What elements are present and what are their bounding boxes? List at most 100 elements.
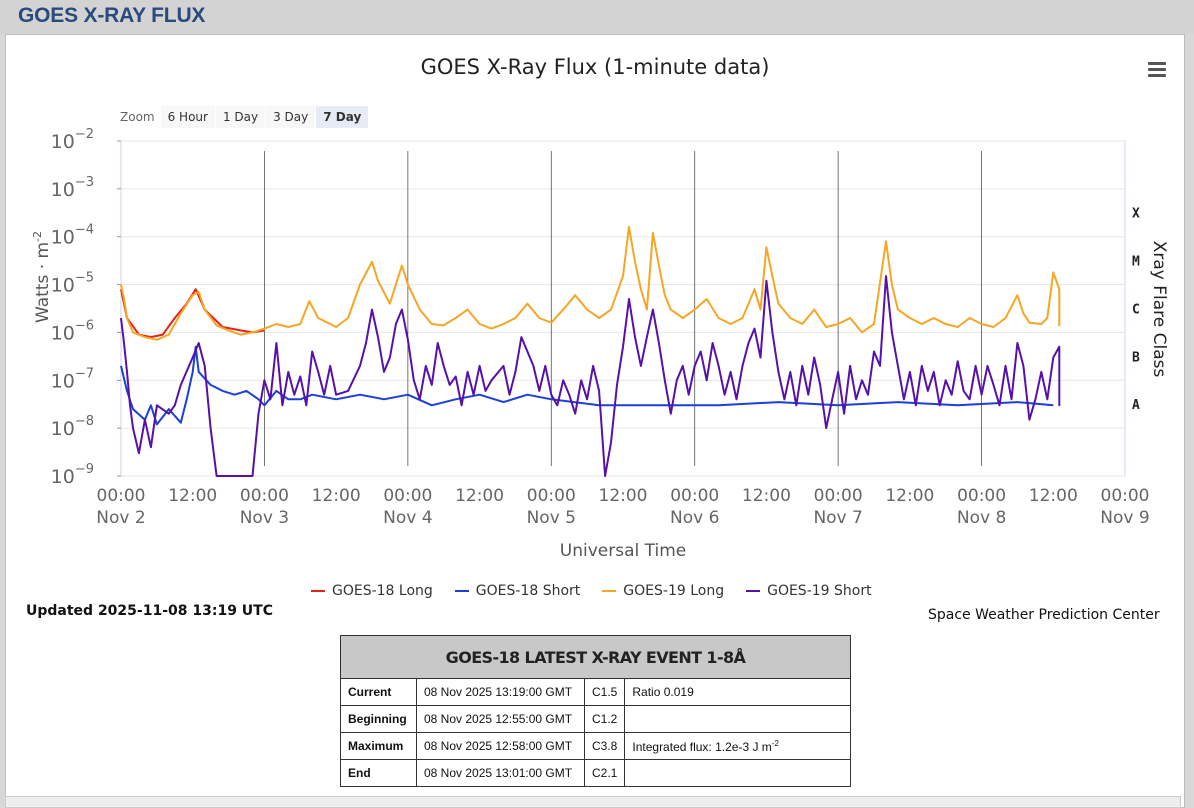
legend-label: GOES-18 Long	[332, 583, 433, 599]
event-extra	[624, 759, 851, 787]
x-tick-date: Nov 2	[96, 508, 145, 528]
legend-swatch	[311, 590, 325, 592]
event-extra: Ratio 0.019	[624, 678, 851, 706]
x-tick-time: 12:00	[312, 486, 361, 506]
zoom-controls: Zoom 6 Hour 1 Day 3 Day 7 Day	[120, 105, 369, 129]
flare-class-label: M	[1132, 255, 1140, 270]
x-tick-time: 12:00	[1029, 486, 1078, 506]
y-tick-label: 10−3	[51, 175, 94, 201]
legend-swatch	[602, 590, 617, 592]
flare-class-label: B	[1132, 350, 1140, 365]
x-tick-time: 12:00	[455, 486, 504, 506]
zoom-7-day-button[interactable]: 7 Day	[316, 106, 369, 128]
table-row: Maximum 08 Nov 2025 12:58:00 GMT C3.8 In…	[340, 732, 851, 760]
legend-label: GOES-19 Short	[767, 583, 872, 599]
menu-bar-icon	[1148, 68, 1166, 71]
x-tick-time: 00:00	[240, 486, 289, 506]
x-tick-time: 00:00	[957, 486, 1006, 506]
plot-area	[120, 140, 1126, 477]
x-tick-date: Nov 6	[670, 508, 719, 528]
table-row: Beginning 08 Nov 2025 12:55:00 GMT C1.2	[340, 705, 851, 733]
y-tick-label: 10−4	[51, 223, 94, 249]
y-tick-label: 10−9	[51, 462, 94, 488]
chart-title: GOES X-Ray Flux (1-minute data)	[421, 55, 770, 79]
y-tick-label: 10−5	[51, 271, 94, 297]
event-extra	[624, 705, 851, 733]
table-row: End 08 Nov 2025 13:01:00 GMT C2.1	[340, 759, 851, 787]
legend-item-goes19-short[interactable]: GOES-19 Short	[746, 583, 872, 599]
x-tick-date: Nov 9	[1100, 508, 1149, 528]
legend-item-goes18-short[interactable]: GOES-18 Short	[454, 583, 581, 599]
chart-menu-button[interactable]	[1146, 59, 1168, 81]
integrated-flux-exponent: -2	[771, 738, 779, 748]
event-class: C1.5	[583, 678, 626, 706]
y-tick-label: 10−2	[51, 127, 94, 153]
chart-legend: GOES-18 Long GOES-18 Short GOES-19 Long …	[311, 583, 894, 599]
x-tick-time: 00:00	[814, 486, 863, 506]
grid	[120, 140, 1126, 477]
event-class: C2.1	[583, 759, 626, 787]
x-tick-time: 00:00	[97, 486, 146, 506]
y-axis-right-label: Xray Flare Class	[1149, 241, 1169, 378]
legend-swatch	[746, 590, 761, 592]
event-table-title: GOES-18 LATEST X-RAY EVENT 1-8Å	[340, 635, 851, 679]
event-class: C3.8	[583, 732, 626, 760]
zoom-3-day-button[interactable]: 3 Day	[266, 106, 316, 128]
zoom-1-day-button[interactable]: 1 Day	[215, 106, 266, 128]
x-tick-time: 00:00	[383, 486, 432, 506]
y-tick-label: 10−8	[51, 414, 94, 440]
x-tick-date: Nov 7	[813, 508, 862, 528]
event-class: C1.2	[583, 705, 626, 733]
x-tick-date: Nov 3	[240, 508, 289, 528]
series-line-2	[120, 225, 1061, 341]
flare-class-label: C	[1132, 302, 1140, 317]
series-group	[120, 225, 1061, 477]
x-axis-label: Universal Time	[560, 541, 686, 561]
event-time: 08 Nov 2025 13:19:00 GMT	[416, 678, 585, 706]
x-tick-time: 12:00	[885, 486, 934, 506]
table-row: Current 08 Nov 2025 13:19:00 GMT C1.5 Ra…	[340, 678, 851, 706]
credit-text: Space Weather Prediction Center	[928, 607, 1160, 623]
menu-bar-icon	[1148, 62, 1166, 65]
legend-swatch	[454, 590, 469, 592]
page-header: GOES X-RAY FLUX	[0, 0, 1194, 34]
zoom-label: Zoom	[120, 110, 155, 124]
x-tick-time: 00:00	[527, 486, 576, 506]
y-axis-label: Watts · m-2	[31, 231, 53, 323]
x-tick-time: 00:00	[670, 486, 719, 506]
bottom-scrollbar[interactable]	[5, 796, 1181, 808]
x-tick-time: 12:00	[168, 486, 217, 506]
x-tick-time: 12:00	[742, 486, 791, 506]
legend-item-goes19-long[interactable]: GOES-19 Long	[602, 583, 724, 599]
page-title: GOES X-RAY FLUX	[18, 4, 206, 27]
flare-class-label: A	[1132, 398, 1140, 413]
integrated-flux-text: Integrated flux: 1.2e-3 J m	[632, 739, 772, 754]
event-time: 08 Nov 2025 13:01:00 GMT	[416, 759, 585, 787]
legend-label: GOES-19 Long	[623, 583, 725, 599]
legend-item-goes18-long[interactable]: GOES-18 Long	[311, 583, 433, 599]
x-tick-date: Nov 8	[957, 508, 1006, 528]
event-time: 08 Nov 2025 12:58:00 GMT	[416, 732, 585, 760]
row-label: Current	[340, 678, 417, 706]
x-tick-time: 12:00	[599, 486, 648, 506]
flare-class-axis: X M C B A	[1132, 207, 1140, 413]
series-line-3	[120, 275, 1061, 477]
row-label: Maximum	[340, 732, 417, 760]
xray-event-table: GOES-18 LATEST X-RAY EVENT 1-8Å Current …	[340, 635, 851, 787]
x-tick-date: Nov 5	[527, 508, 576, 528]
xray-flux-chart: GOES X-Ray Flux (1-minute data) 10−2 10−3…	[31, 55, 1169, 561]
x-tick-date: Nov 4	[383, 508, 432, 528]
legend-label: GOES-18 Short	[475, 583, 581, 599]
event-extra: Integrated flux: 1.2e-3 J m-2	[624, 732, 851, 760]
chart-panel: GOES X-Ray Flux (1-minute data) 10−2 10−3…	[5, 34, 1185, 808]
flare-class-label: X	[1132, 207, 1140, 222]
y-axis: 10−2 10−3 10−4 10−5 10−6 10−7 10−8 10−9	[51, 127, 121, 488]
row-label: End	[340, 759, 417, 787]
menu-bar-icon	[1148, 74, 1166, 77]
updated-timestamp: Updated 2025-11-08 13:19 UTC	[26, 603, 273, 619]
zoom-6-hour-button[interactable]: 6 Hour	[160, 106, 215, 128]
row-label: Beginning	[340, 705, 417, 733]
series-line-1	[120, 345, 1054, 426]
y-tick-label: 10−7	[51, 366, 94, 392]
